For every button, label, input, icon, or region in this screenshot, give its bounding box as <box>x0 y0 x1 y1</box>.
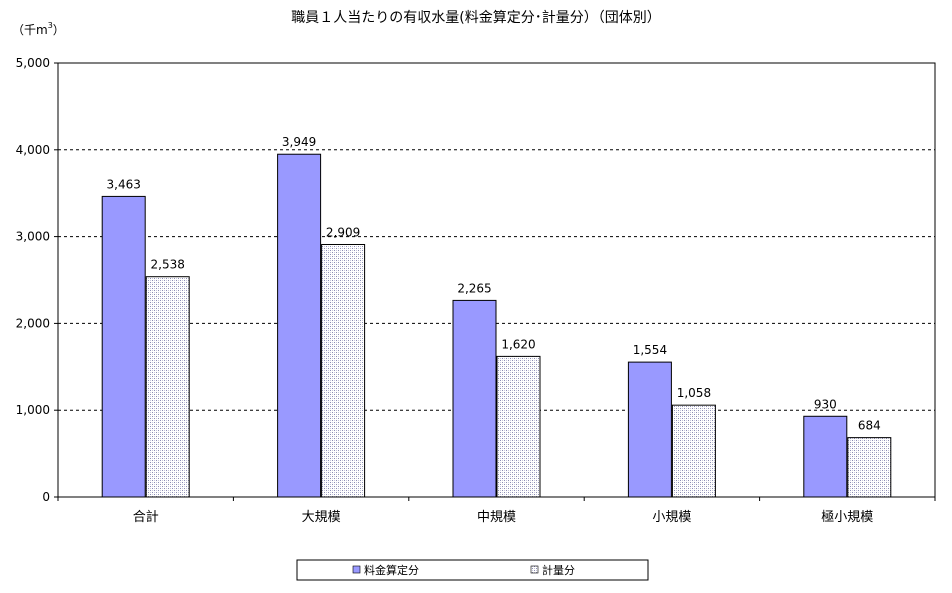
y-tick-label: 0 <box>42 490 50 504</box>
bar-series-1 <box>627 361 672 498</box>
data-label-series-2: 2,538 <box>151 258 185 272</box>
y-tick-label: 2,000 <box>16 316 50 330</box>
bar-series-2 <box>145 276 190 498</box>
y-tick-label: 5,000 <box>16 56 50 70</box>
bar-series-2 <box>496 355 541 498</box>
bar-series-1 <box>452 299 497 498</box>
y-axis-label-close: ） <box>53 23 65 37</box>
y-tick-label: 4,000 <box>16 143 50 157</box>
data-label-series-1: 2,265 <box>457 281 491 295</box>
x-category-label: 合計 <box>133 509 159 525</box>
y-axis-label-sup: 3 <box>48 21 53 30</box>
legend-swatch-series-2 <box>530 565 539 574</box>
data-label-series-1: 3,949 <box>282 135 316 149</box>
data-label-series-1: 930 <box>814 397 837 411</box>
legend-box <box>296 559 649 581</box>
y-tick-label: 1,000 <box>16 403 50 417</box>
legend-label-series-1: 料金算定分 <box>364 563 419 577</box>
data-label-series-2: 1,058 <box>677 386 711 400</box>
x-category-label: 極小規模 <box>821 509 873 525</box>
data-label-series-2: 2,909 <box>326 225 360 239</box>
y-axis-label: （千m3） <box>12 21 65 37</box>
plot-area-frame <box>57 62 936 498</box>
y-tick-label: 3,000 <box>16 230 50 244</box>
x-category-label: 大規模 <box>302 510 341 525</box>
y-axis-label-main: （千m <box>12 23 48 37</box>
bar-series-2 <box>321 243 366 498</box>
bar-series-2 <box>847 437 892 498</box>
bars <box>101 153 892 498</box>
bar-series-1 <box>101 195 146 498</box>
y-axis-ticks: 0 1,000 2,000 3,000 4,000 5,000 <box>16 56 58 504</box>
chart-title: 職員１人当たりの有収水量(料金算定分･計量分）（団体別） <box>291 10 660 26</box>
bar-series-1 <box>277 153 322 498</box>
legend: 料金算定分 計量分 <box>296 559 649 581</box>
data-label-series-1: 3,463 <box>107 177 141 191</box>
bar-data-labels: 3,463 2,538 3,949 2,909 2,265 1,620 1,554 1,058… <box>107 135 881 432</box>
data-label-series-2: 1,620 <box>501 337 535 351</box>
x-axis-ticks: 合計 大規模 中規模 小規模 極小規模 <box>57 497 936 525</box>
x-category-label: 小規模 <box>652 510 691 525</box>
bar-series-2 <box>671 404 716 498</box>
data-label-series-2: 684 <box>858 419 881 433</box>
legend-swatch-series-1 <box>352 565 361 574</box>
data-label-series-1: 1,554 <box>633 343 667 357</box>
legend-label-series-2: 計量分 <box>542 563 575 577</box>
bar-series-1 <box>803 415 848 498</box>
x-category-label: 中規模 <box>477 510 516 525</box>
